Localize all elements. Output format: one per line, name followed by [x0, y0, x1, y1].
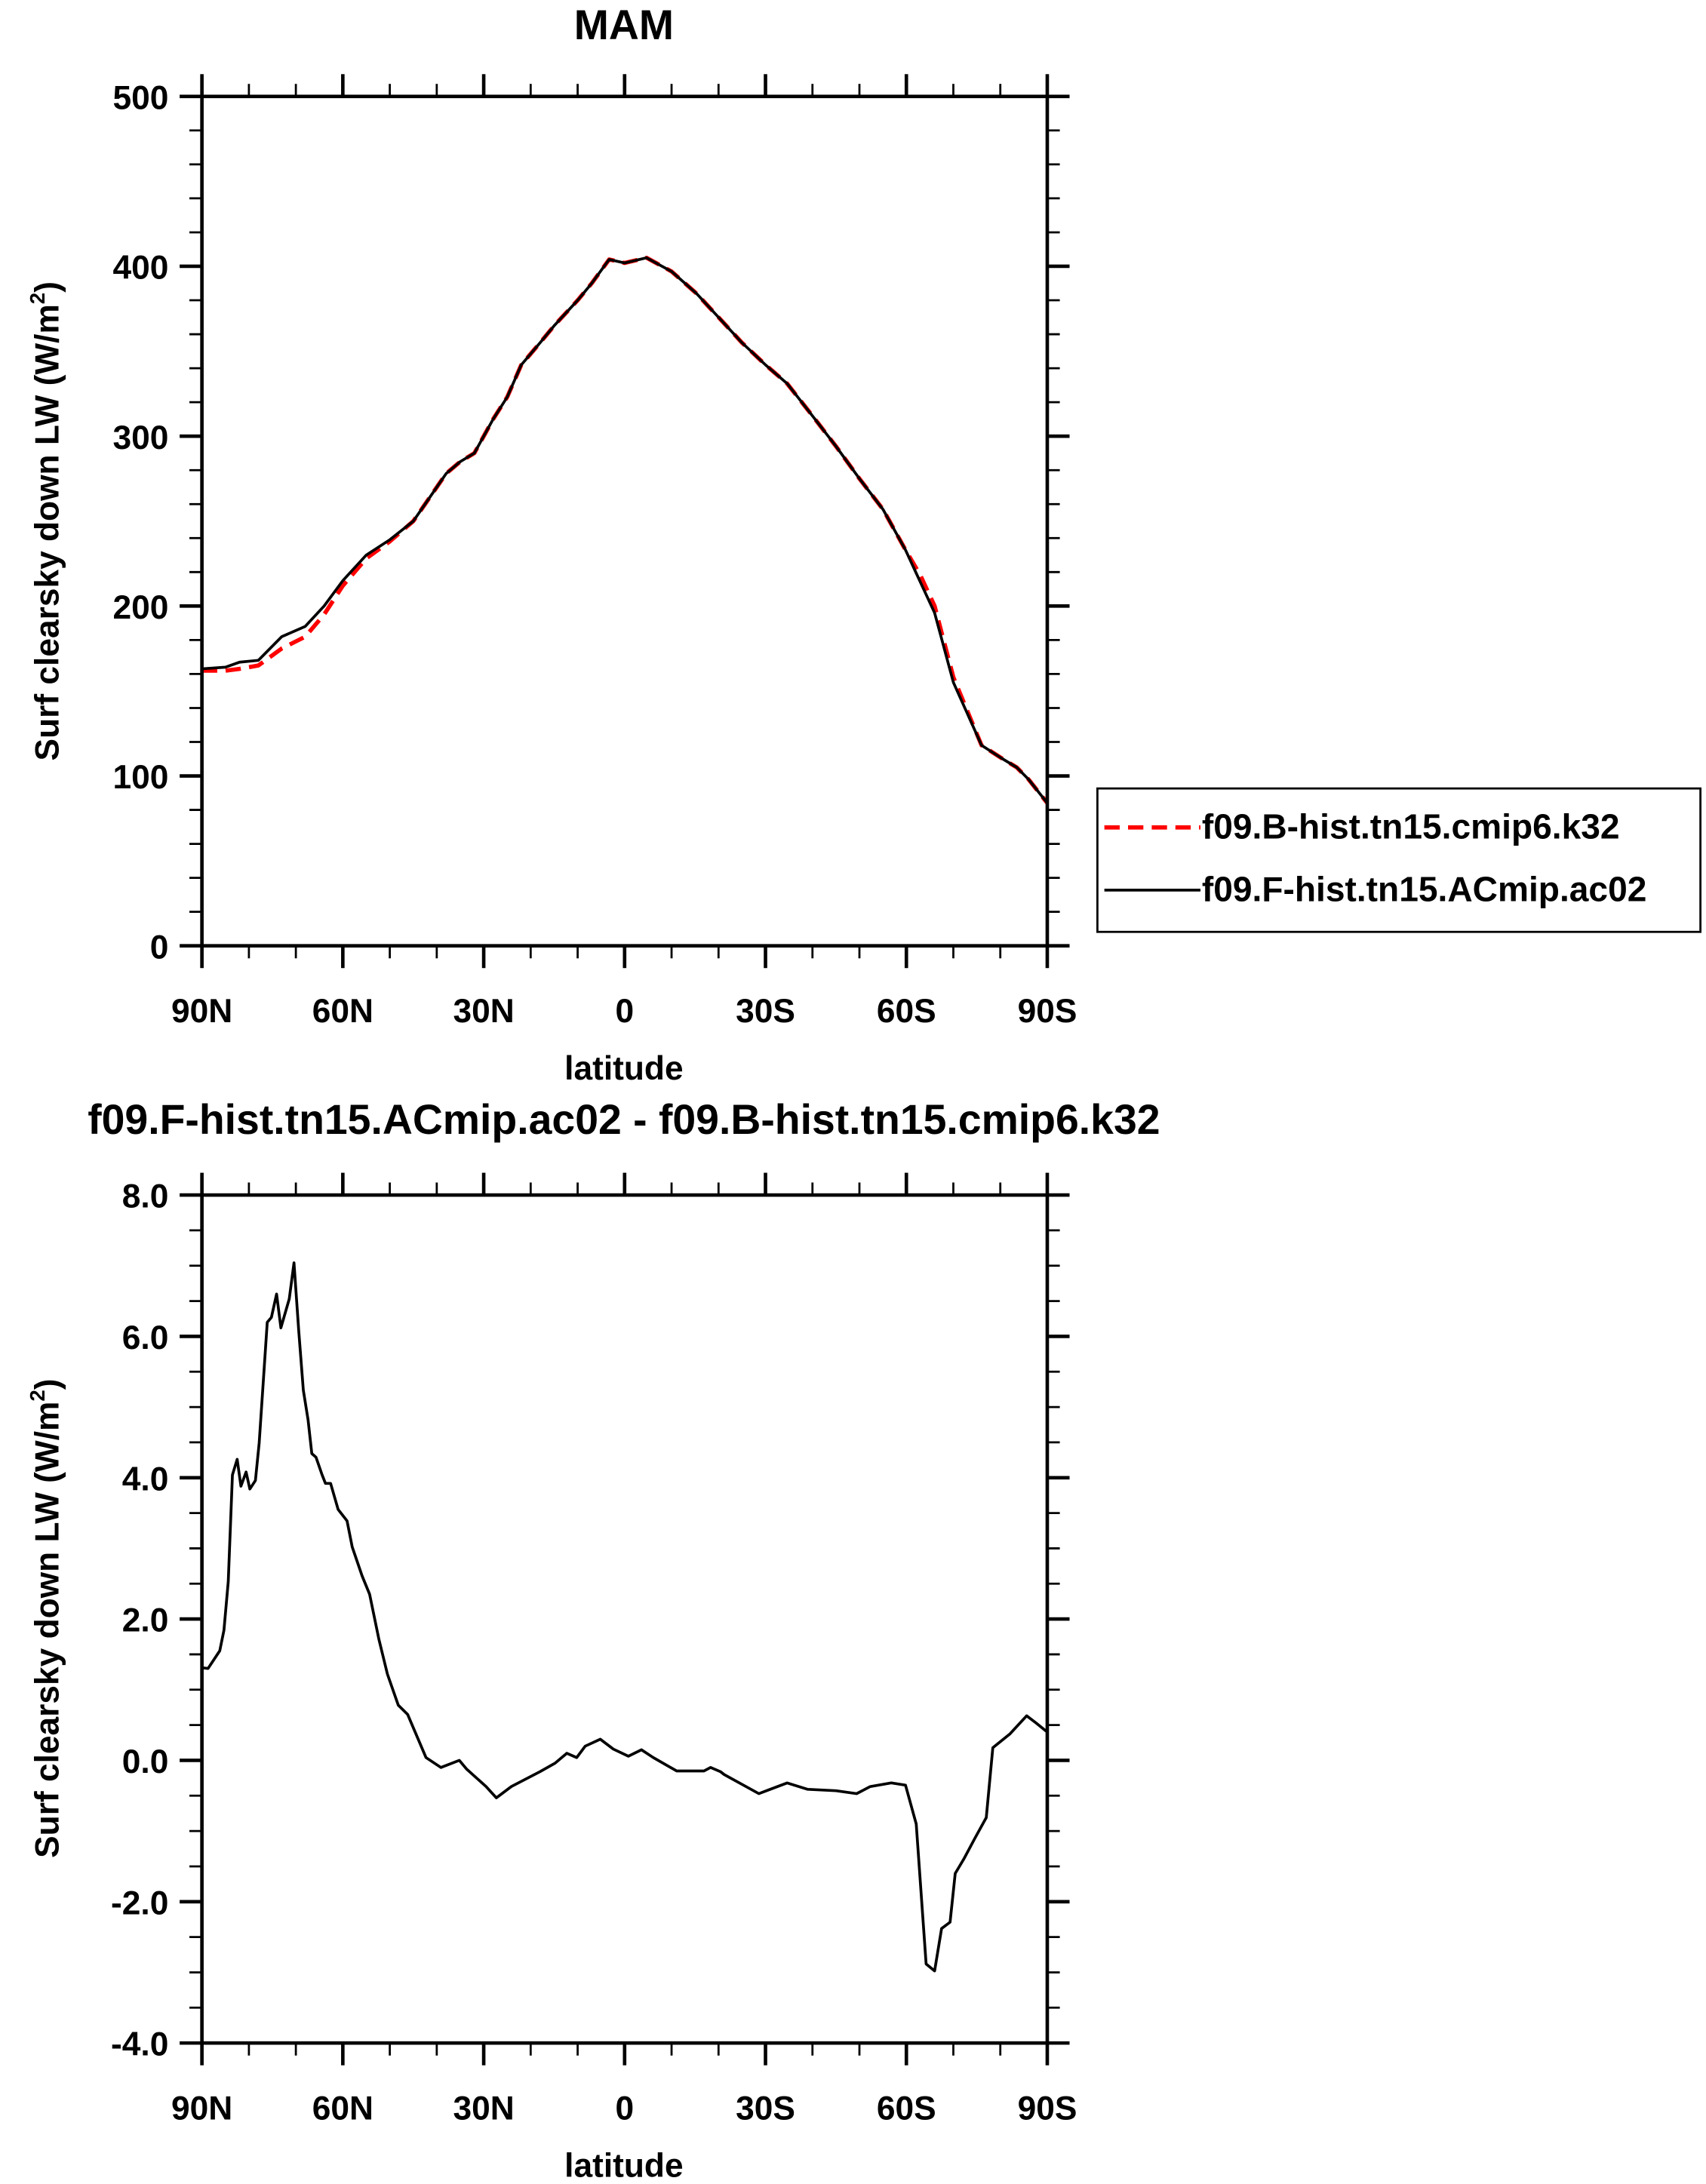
top-xtick-label: 60S — [877, 993, 936, 1030]
bottom-ytick-label: -4.0 — [111, 2026, 168, 2063]
bottom-xtick-label: 30S — [736, 2090, 795, 2127]
bottom-panel: f09.F-hist.tn15.ACmip.ac02 - f09.B-hist.… — [26, 1096, 1160, 2184]
top-ylabel: Surf clearsky down LW (W/m2) — [26, 281, 66, 760]
top-ytick-label: 200 — [112, 589, 168, 626]
bottom-ytick-label: 2.0 — [122, 1602, 169, 1639]
top-xtick-label: 30S — [736, 993, 795, 1030]
bottom-xtick-label: 60S — [877, 2090, 936, 2127]
bottom-ytick-label: 6.0 — [122, 1319, 169, 1356]
bottom-plot-frame — [200, 1193, 1050, 2045]
bottom-ytick-label: 0.0 — [122, 1743, 169, 1780]
top-ytick-label: 400 — [112, 250, 168, 287]
top-title: MAM — [574, 2, 674, 48]
top-ytick-label: 300 — [112, 419, 168, 456]
top-xtick-label: 90N — [171, 993, 232, 1030]
bottom-xtick-label: 90N — [171, 2090, 232, 2127]
top-xlabel: latitude — [564, 1050, 683, 1087]
top-series-line-1 — [201, 256, 1049, 804]
bottom-ytick-label: 8.0 — [122, 1178, 169, 1215]
bottom-xtick-label: 30N — [453, 2090, 514, 2127]
top-xtick-label: 30N — [453, 993, 514, 1030]
legend-label-k32: f09.B-hist.tn15.cmip6.k32 — [1202, 807, 1620, 846]
top-ytick-label: 500 — [112, 79, 168, 116]
bottom-title: f09.F-hist.tn15.ACmip.ac02 - f09.B-hist.… — [88, 1096, 1160, 1143]
bottom-ytick-label: 4.0 — [122, 1461, 169, 1497]
top-xtick-label: 0 — [615, 993, 634, 1030]
top-ytick-label: 0 — [150, 929, 169, 966]
bottom-xtick-label: 60N — [312, 2090, 373, 2127]
top-plot-frame — [200, 94, 1050, 948]
top-xtick-label: 90S — [1018, 993, 1077, 1030]
top-ytick-label: 100 — [112, 759, 168, 796]
top-xtick-label: 60N — [312, 993, 373, 1030]
bottom-ylabel: Surf clearsky down LW (W/m2) — [26, 1378, 66, 1857]
legend: f09.B-hist.tn15.cmip6.k32 f09.F-hist.tn1… — [1096, 787, 1702, 933]
top-panel: MAM latitude Surf clearsky down LW (W/m2… — [26, 2, 1077, 1087]
bottom-xlabel: latitude — [564, 2147, 683, 2184]
bottom-series-line-0 — [201, 1261, 1049, 1973]
bottom-xtick-label: 90S — [1018, 2090, 1077, 2127]
bottom-ytick-label: -2.0 — [111, 1885, 168, 1921]
top-series-line-0 — [201, 255, 1050, 805]
legend-label-ac02: f09.F-hist.tn15.ACmip.ac02 — [1202, 870, 1647, 909]
bottom-xtick-label: 0 — [615, 2090, 634, 2127]
legend-box — [1096, 787, 1702, 933]
